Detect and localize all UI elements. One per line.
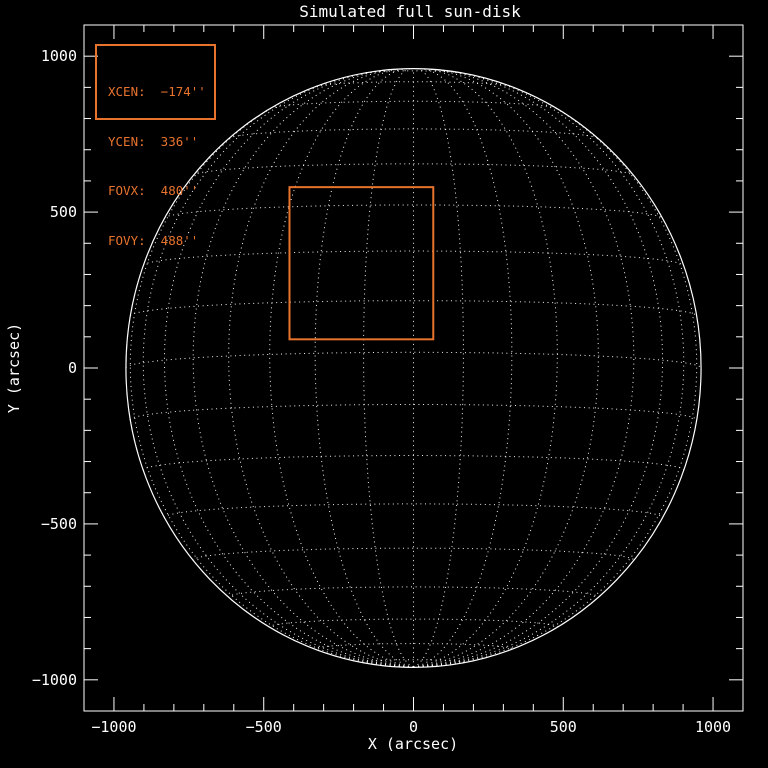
meridian-grid-line (363, 68, 414, 668)
latitude-grid-line (363, 659, 464, 664)
latitude-grid-line (316, 81, 511, 87)
meridian-grid-line (413, 69, 663, 668)
y-tick-label: −1000 (32, 671, 77, 689)
x-tick-label: −500 (246, 718, 282, 736)
meridian-grid-line (413, 71, 685, 668)
legend-value: 480'' (160, 183, 199, 198)
y-tick-label: −500 (41, 515, 77, 533)
meridian-grid-line (129, 82, 414, 668)
meridian-grid-line (413, 68, 558, 668)
x-tick-label: 1000 (695, 718, 731, 736)
fov-box (288, 186, 435, 341)
y-tick-label: 1000 (41, 47, 77, 65)
solar-limb (125, 68, 702, 668)
latitude-grid-line (228, 586, 599, 598)
plot-title: Simulated full sun-disk (299, 2, 521, 21)
latitude-grid-line (143, 250, 684, 266)
y-tick-label: 0 (68, 359, 77, 377)
latitude-grid-line (125, 351, 702, 368)
legend-label: FOVY: (108, 232, 146, 248)
legend-line-fovy: FOVY: 488'' (108, 233, 214, 250)
meridian-grid-line (314, 68, 414, 668)
legend-line-xcen: XCEN: −174'' (108, 84, 214, 101)
latitude-grid-line (314, 643, 513, 651)
latitude-grid-line (270, 100, 557, 109)
legend-label: XCEN: (108, 84, 146, 99)
legend-value: 488'' (160, 232, 199, 248)
meridian-grid-line (413, 82, 698, 668)
legend-label: FOVX: (108, 183, 146, 198)
meridian-grid-line (228, 68, 414, 668)
meridian-grid-line (413, 68, 464, 668)
latitude-grid-line (164, 204, 663, 219)
y-tick-label: 500 (50, 203, 77, 221)
legend-line-fovx: FOVX: 480'' (108, 183, 214, 200)
meridian-grid-line (413, 68, 599, 668)
legend-label: YCEN: (108, 133, 146, 149)
y-axis-label: Y (arcsec) (5, 323, 23, 413)
x-tick-label: 0 (409, 718, 418, 736)
x-axis-label: X (arcsec) (368, 735, 458, 753)
meridian-grid-line (269, 68, 414, 668)
legend-line-ycen: YCEN: 336'' (108, 134, 214, 151)
meridian-grid-line (413, 68, 513, 668)
legend-value: −174'' (160, 84, 206, 99)
latitude-grid-line (193, 163, 634, 176)
meridian-grid-line (192, 68, 414, 668)
x-tick-label: −1000 (91, 718, 136, 736)
meridian-grid-line (164, 69, 414, 668)
latitude-grid-line (142, 455, 685, 471)
latitude-grid-line (164, 503, 663, 518)
latitude-grid-line (228, 128, 599, 139)
latitude-grid-line (192, 547, 635, 561)
x-tick-label: 500 (550, 718, 577, 736)
fov-legend: XCEN: −174'' YCEN: 336'' FOVX: 480'' FOVY: 4… (95, 44, 216, 248)
meridian-grid-line (413, 68, 635, 668)
legend-value: 336'' (160, 133, 199, 149)
